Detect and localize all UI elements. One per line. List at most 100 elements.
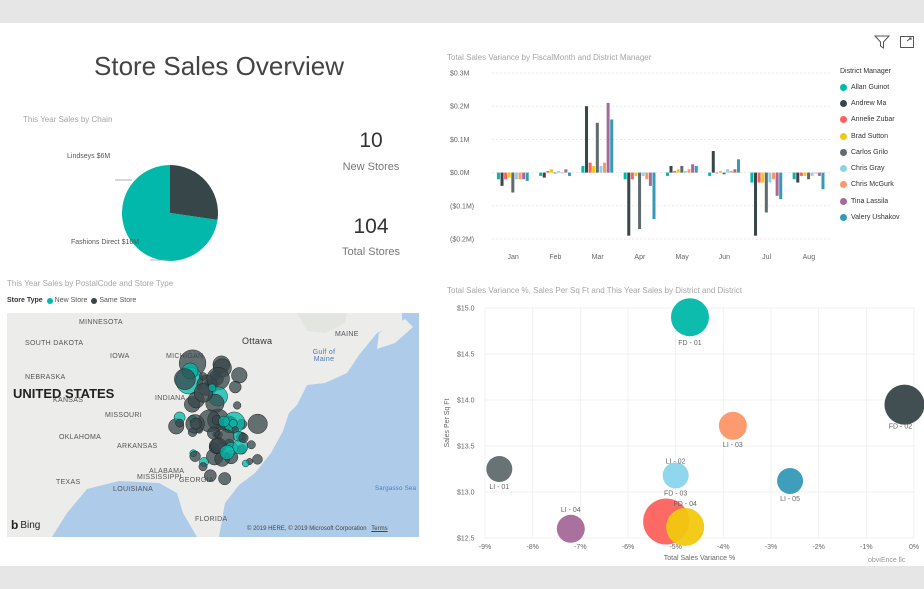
store-bubble[interactable] <box>219 444 235 460</box>
bar-legend-item[interactable]: Andrew Ma <box>840 95 900 111</box>
bar-mark[interactable] <box>652 172 656 220</box>
bar-mark[interactable] <box>638 172 642 230</box>
bar-mark[interactable] <box>549 169 553 173</box>
bar-mark[interactable] <box>673 170 677 173</box>
bar-mark[interactable] <box>757 172 761 183</box>
store-map[interactable]: MINNESOTA SOUTH DAKOTA IOWA NEBRASKA KAN… <box>7 313 419 537</box>
map-terms-link[interactable]: Terms <box>371 526 388 532</box>
bar-mark[interactable] <box>768 172 772 183</box>
bar-mark[interactable] <box>603 162 607 173</box>
bar-mark[interactable] <box>665 172 669 176</box>
store-bubble[interactable] <box>198 372 208 381</box>
bar-legend-item[interactable]: Valery Ushakov <box>840 209 900 225</box>
bar-mark[interactable] <box>627 172 631 236</box>
bar-mark[interactable] <box>595 122 599 173</box>
bar-mark[interactable] <box>539 172 543 176</box>
bar-mark[interactable] <box>729 170 733 173</box>
bar-legend-item[interactable]: Carlos Grilo <box>840 144 900 160</box>
scatter-bubble[interactable] <box>666 507 705 546</box>
bar-mark[interactable] <box>683 170 687 173</box>
bar-legend-item[interactable]: Chris McGurk <box>840 177 900 193</box>
bar-mark[interactable] <box>634 172 638 176</box>
store-bubble[interactable] <box>175 418 184 428</box>
scatter-bubble[interactable] <box>670 298 709 337</box>
bar-mark[interactable] <box>691 164 695 173</box>
store-bubble[interactable] <box>189 450 201 462</box>
store-bubble[interactable] <box>233 401 242 410</box>
pie-slice[interactable] <box>122 165 218 261</box>
bar-mark[interactable] <box>581 165 585 173</box>
store-bubble[interactable] <box>174 368 196 390</box>
bar-mark[interactable] <box>764 172 768 213</box>
bar-mark[interactable] <box>708 172 712 176</box>
bar-mark[interactable] <box>779 172 783 200</box>
bar-mark[interactable] <box>588 162 592 173</box>
store-bubble[interactable] <box>190 417 202 430</box>
bar-mark[interactable] <box>585 106 589 173</box>
funnel-icon[interactable] <box>874 35 890 49</box>
legend-same-store[interactable]: Same Store <box>99 297 137 304</box>
store-bubble[interactable] <box>247 413 268 434</box>
bar-legend-item[interactable]: Tina Lassila <box>840 193 900 209</box>
bar-mark[interactable] <box>726 169 730 173</box>
bar-mark[interactable] <box>557 170 561 173</box>
bar-mark[interactable] <box>680 165 684 173</box>
bar-mark[interactable] <box>599 165 603 173</box>
bar-mark[interactable] <box>807 172 811 180</box>
pie-chart[interactable] <box>20 128 240 268</box>
bar-mark[interactable] <box>821 172 825 190</box>
bar-mark[interactable] <box>733 169 737 173</box>
bar-mark[interactable] <box>623 172 627 180</box>
bar-mark[interactable] <box>606 102 610 173</box>
bar-legend-item[interactable]: Brad Sutton <box>840 128 900 144</box>
bar-mark[interactable] <box>722 172 726 175</box>
bar-mark[interactable] <box>711 151 715 173</box>
bar-mark[interactable] <box>641 172 645 176</box>
store-bubble[interactable] <box>218 415 230 428</box>
bar-legend-item[interactable]: Annelie Zubar <box>840 112 900 128</box>
bar-legend-item[interactable]: Allan Guinot <box>840 79 900 95</box>
pie-slice[interactable] <box>170 165 218 220</box>
bar-mark[interactable] <box>564 169 568 173</box>
scatter-chart[interactable]: $15.0 $14.5 $14.0 $13.5 $13.0 $12.5 -9% -8% -7% -… <box>440 298 924 563</box>
store-bubble[interactable] <box>246 440 256 450</box>
bar-mark[interactable] <box>553 172 557 174</box>
bar-mark[interactable] <box>718 170 722 173</box>
store-bubble[interactable] <box>238 432 249 443</box>
bar-mark[interactable] <box>525 172 529 181</box>
store-bubble[interactable] <box>229 380 242 394</box>
store-bubble[interactable] <box>193 383 214 403</box>
bar-mark[interactable] <box>810 172 814 176</box>
bar-mark[interactable] <box>796 172 800 183</box>
store-bubble[interactable] <box>229 419 238 428</box>
bar-mark[interactable] <box>507 172 511 178</box>
bar-mark[interactable] <box>715 172 719 174</box>
bar-mark[interactable] <box>610 119 614 173</box>
bar-mark[interactable] <box>504 172 508 180</box>
scatter-bubble[interactable] <box>777 467 804 494</box>
scatter-bubble[interactable] <box>718 411 747 440</box>
bar-mark[interactable] <box>496 172 500 180</box>
bar-mark[interactable] <box>645 172 649 180</box>
bar-mark[interactable] <box>514 172 518 180</box>
bar-chart[interactable]: $0.3M $0.2M $0.1M $0.0M ($0.1M) ($0.2M) Jan Feb… <box>440 63 835 263</box>
legend-new-store[interactable]: New Store <box>54 297 88 304</box>
store-bubble[interactable] <box>252 454 263 465</box>
bar-mark[interactable] <box>592 165 596 173</box>
scatter-bubble[interactable] <box>486 456 513 482</box>
bar-legend-item[interactable]: Chris Gray <box>840 160 900 176</box>
bar-mark[interactable] <box>736 159 740 173</box>
bar-mark[interactable] <box>669 165 673 173</box>
bar-mark[interactable] <box>687 169 691 173</box>
map-bubbles[interactable] <box>7 313 419 537</box>
store-bubble[interactable] <box>208 383 217 392</box>
bar-mark[interactable] <box>567 172 571 176</box>
scatter-bubble[interactable] <box>884 384 924 425</box>
scatter-bubble[interactable] <box>556 514 585 543</box>
bar-mark[interactable] <box>799 172 803 176</box>
bar-mark[interactable] <box>814 172 818 174</box>
bar-mark[interactable] <box>775 172 779 196</box>
store-bubble[interactable] <box>204 469 217 482</box>
bar-mark[interactable] <box>546 170 550 173</box>
bar-mark[interactable] <box>761 172 765 183</box>
